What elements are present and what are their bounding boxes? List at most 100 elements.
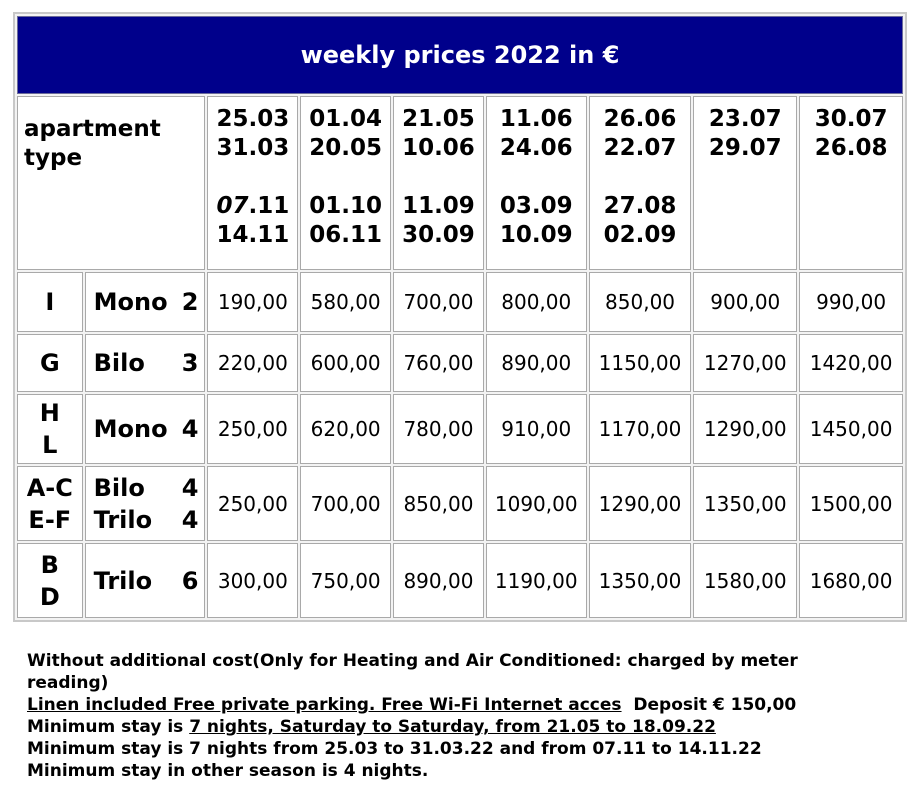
alt-period-start-date: 01.10	[309, 193, 383, 219]
period-start-date: 25.03	[216, 106, 290, 132]
apartment-label-line1: apartment	[24, 116, 161, 142]
note-included-services: Linen included Free private parking. Fre…	[27, 695, 622, 715]
type-capacity: 6	[181, 566, 199, 595]
apartment-code-line: I	[45, 288, 55, 316]
apartment-code-line: D	[39, 582, 60, 611]
apartment-code-line: H	[39, 399, 60, 427]
table-row: A-C E-F Bilo 4 Trilo 4 250,00 700,00 850,00 1090,…	[17, 466, 903, 541]
period-start-date: 30.07	[814, 106, 888, 132]
apartment-type: Mono 2	[84, 272, 206, 332]
spacer	[487, 163, 586, 192]
pricing-notes: Without additional cost(Only for Heating…	[27, 650, 887, 782]
type-name: Bilo	[93, 473, 145, 502]
price-cell: 760,00	[393, 334, 484, 392]
apartment-code-line: L	[42, 431, 58, 459]
price-cell: 1580,00	[693, 543, 798, 618]
apartment-code: I	[17, 272, 83, 332]
price-cell: 250,00	[207, 466, 299, 541]
period-header: 01.04 20.05 01.10 06.11	[300, 96, 392, 270]
period-header: 11.06 24.06 03.09 10.09	[485, 96, 587, 270]
note-min-stay-prefix: Minimum stay is	[27, 717, 190, 737]
type-name: Mono	[93, 288, 168, 316]
period-start-date: 21.05	[402, 106, 475, 132]
price-cell: 600,00	[300, 334, 392, 392]
note-line: Without additional cost(Only for Heating…	[27, 651, 798, 671]
apartment-type: Trilo 6	[84, 543, 206, 618]
period-header: 23.07 29.07	[693, 96, 798, 270]
price-cell: 620,00	[300, 394, 392, 464]
alt-period-end-date: 30.09	[402, 222, 475, 248]
apartment-type: Bilo 4 Trilo 4	[84, 466, 206, 541]
alt-period-end-date: 14.11	[216, 222, 290, 248]
apartment-type: Bilo 3	[84, 334, 206, 392]
price-cell: 890,00	[485, 334, 587, 392]
spacer	[694, 163, 796, 192]
period-start-date: 26.06	[603, 106, 677, 132]
type-name: Mono	[93, 415, 168, 443]
type-name: Bilo	[93, 349, 145, 377]
period-end-date: 26.08	[814, 135, 888, 161]
period-end-date: 10.06	[402, 135, 475, 161]
alt-period-end-date: 10.09	[499, 222, 573, 248]
price-cell: 1090,00	[485, 466, 587, 541]
price-cell: 1290,00	[588, 466, 692, 541]
apartment-type: Mono 4	[84, 394, 206, 464]
period-start-date: 23.07	[708, 106, 782, 132]
alt-period-start-day: 07	[216, 193, 249, 219]
price-cell: 780,00	[393, 394, 484, 464]
price-cell: 890,00	[393, 543, 484, 618]
table-row: B D Trilo 6 300,00 750,00 890,00 1190,00 1350,00…	[17, 543, 903, 618]
period-end-date: 31.03	[216, 135, 290, 161]
price-cell: 850,00	[588, 272, 692, 332]
spacer	[208, 163, 297, 192]
period-header: 25.03 31.03 07.11 14.11	[207, 96, 299, 270]
price-cell: 220,00	[207, 334, 299, 392]
price-cell: 1290,00	[693, 394, 798, 464]
apartment-code-line: A-C	[26, 473, 73, 502]
spacer	[590, 163, 691, 192]
price-cell: 1150,00	[588, 334, 692, 392]
note-line: Minimum stay is 7 nights from 25.03 to 3…	[27, 739, 762, 759]
price-cell: 1500,00	[799, 466, 903, 541]
type-capacity: 4	[181, 505, 199, 534]
note-min-stay-summer: 7 nights, Saturday to Saturday, from 21.…	[189, 717, 716, 737]
table-row: H L Mono 4 250,00 620,00 780,00 910,00 1170,00 12…	[17, 394, 903, 464]
apartment-type-line: Trilo 6	[94, 565, 199, 597]
price-cell: 1450,00	[799, 394, 903, 464]
price-cell: 1350,00	[588, 543, 692, 618]
price-cell: 1350,00	[693, 466, 798, 541]
type-name: Trilo	[93, 566, 153, 595]
alt-period-start-date: 27.08	[603, 193, 677, 219]
price-cell: 1270,00	[693, 334, 798, 392]
period-end-date: 24.06	[499, 135, 573, 161]
note-line: reading)	[27, 673, 109, 693]
alt-period-end-date: 02.09	[603, 222, 677, 248]
apartment-type-line: Mono 2	[94, 286, 199, 318]
period-header: 30.07 26.08	[799, 96, 903, 270]
note-line: Linen included Free private parking. Fre…	[27, 694, 887, 716]
price-cell: 990,00	[799, 272, 903, 332]
price-cell: 700,00	[393, 272, 484, 332]
price-cell: 900,00	[693, 272, 798, 332]
note-deposit: Deposit € 150,00	[621, 695, 797, 715]
spacer	[394, 163, 483, 192]
apartment-type-line: Bilo 3	[94, 347, 199, 379]
type-capacity: 3	[181, 349, 199, 377]
alt-period-start-date: 11.09	[402, 193, 475, 219]
apartment-code-line: G	[39, 349, 60, 377]
apartment-code: G	[17, 334, 83, 392]
note-line: Minimum stay in other season is 4 nights…	[27, 761, 429, 781]
price-cell: 850,00	[393, 466, 484, 541]
period-end-date: 22.07	[603, 135, 677, 161]
period-end-date: 20.05	[309, 135, 383, 161]
period-start-date: 01.04	[309, 106, 383, 132]
period-start-date: 11.06	[499, 106, 573, 132]
price-cell: 190,00	[207, 272, 299, 332]
price-cell: 800,00	[485, 272, 587, 332]
alt-period-start-month: .11	[248, 193, 290, 219]
price-cell: 910,00	[485, 394, 587, 464]
apartment-label-line2: type	[24, 145, 83, 171]
price-cell: 1190,00	[485, 543, 587, 618]
weekly-prices-table: weekly prices 2022 in € apartment type 2…	[13, 12, 907, 622]
table-row: I Mono 2 190,00 580,00 700,00 800,00 850,00 900,…	[17, 272, 903, 332]
